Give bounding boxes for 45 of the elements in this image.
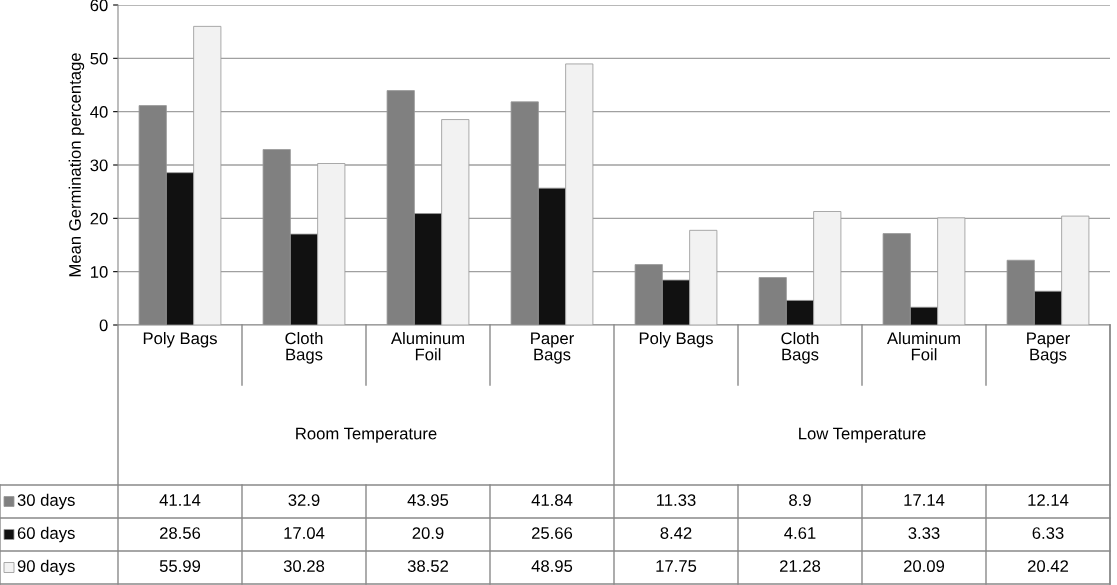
data-label: 20.9 xyxy=(412,527,444,539)
data-label: 17.14 xyxy=(904,494,945,506)
x-tick-label: Cloth Bags xyxy=(781,332,819,364)
x-tick-label: Cloth Bags xyxy=(285,332,323,364)
data-label: 3.33 xyxy=(908,527,940,539)
data-label: 48.95 xyxy=(531,560,573,572)
x-tick-label: Paper Bags xyxy=(1027,332,1070,364)
y-tick-label: 10 xyxy=(91,266,108,278)
y-axis-title: Mean Germination percentage xyxy=(68,53,85,277)
y-tick-label: 20 xyxy=(90,212,108,225)
data-label: 17.04 xyxy=(284,527,325,539)
data-label: 8.9 xyxy=(789,494,811,506)
y-tick-label: 40 xyxy=(90,106,108,118)
data-label: 8.42 xyxy=(660,527,692,539)
data-label: 30.28 xyxy=(283,560,325,572)
x-tick-label: Poly Bags xyxy=(639,332,713,348)
data-label: 32.9 xyxy=(288,494,320,506)
data-label: 20.42 xyxy=(1027,560,1069,572)
x-tick-label: Aluminum Foil xyxy=(886,332,960,361)
y-tick-label: 0 xyxy=(99,319,108,332)
data-label: 4.61 xyxy=(784,527,816,539)
y-tick-label: 50 xyxy=(90,52,108,65)
legend-label: 30 days xyxy=(17,493,75,510)
data-label: 20.09 xyxy=(903,560,945,572)
x-tick-label: Poly Bags xyxy=(143,332,217,348)
data-label: 6.33 xyxy=(1032,527,1064,539)
data-label: 17.75 xyxy=(656,560,697,572)
y-tick-label: 60 xyxy=(90,0,108,12)
data-label: 43.95 xyxy=(407,494,449,506)
y-tick-label: 30 xyxy=(90,159,108,172)
data-label: 28.56 xyxy=(159,527,201,539)
data-label: 12.14 xyxy=(1028,494,1069,506)
legend-label: 60 days xyxy=(17,526,75,543)
x-tick-label: Aluminum Foil xyxy=(390,332,464,361)
text: Room Temperature xyxy=(296,427,437,443)
data-label: 25.66 xyxy=(531,527,573,539)
data-label: 55.99 xyxy=(159,560,201,572)
data-label: 41.84 xyxy=(531,494,573,506)
data-label: 38.52 xyxy=(407,560,449,572)
x-tick-label: Paper Bags xyxy=(531,332,574,364)
text: Low Temperature xyxy=(799,427,926,443)
data-label: 41.14 xyxy=(159,494,201,506)
data-label: 11.33 xyxy=(657,494,696,506)
data-label: 21.28 xyxy=(779,560,821,572)
legend-label: 90 days xyxy=(17,559,75,576)
